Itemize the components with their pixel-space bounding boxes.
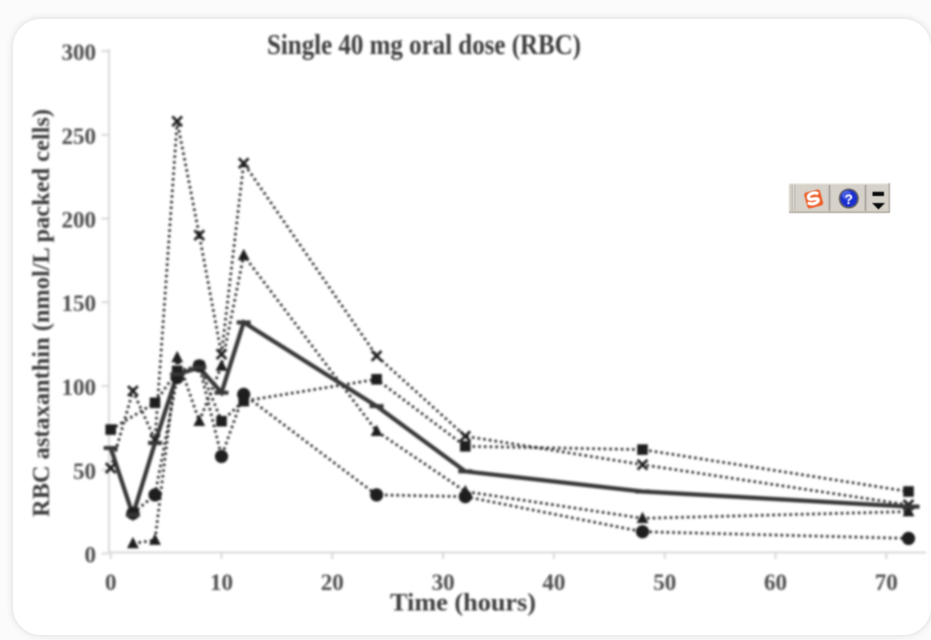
svg-text:RBC astaxanthin (nmol/L packed: RBC astaxanthin (nmol/L packed cells): [29, 109, 55, 517]
svg-text:20: 20: [321, 570, 344, 595]
svg-text:30: 30: [432, 570, 455, 595]
svg-text:40: 40: [542, 570, 565, 595]
svg-text:70: 70: [875, 570, 898, 595]
svg-text:250: 250: [62, 124, 97, 149]
svg-text:0: 0: [85, 543, 97, 568]
svg-text:150: 150: [62, 291, 97, 316]
svg-text:?: ?: [845, 191, 854, 207]
svg-text:300: 300: [62, 40, 97, 65]
svg-text:200: 200: [62, 208, 97, 233]
svg-text:0: 0: [105, 570, 117, 595]
svg-text:100: 100: [62, 375, 97, 400]
svg-text:Single 40 mg oral dose (RBC): Single 40 mg oral dose (RBC): [267, 30, 581, 61]
svg-text:60: 60: [764, 570, 787, 595]
svg-text:Time (hours): Time (hours): [390, 590, 536, 617]
svg-text:10: 10: [210, 570, 233, 595]
svg-text:50: 50: [73, 459, 96, 484]
svg-text:50: 50: [653, 570, 676, 595]
